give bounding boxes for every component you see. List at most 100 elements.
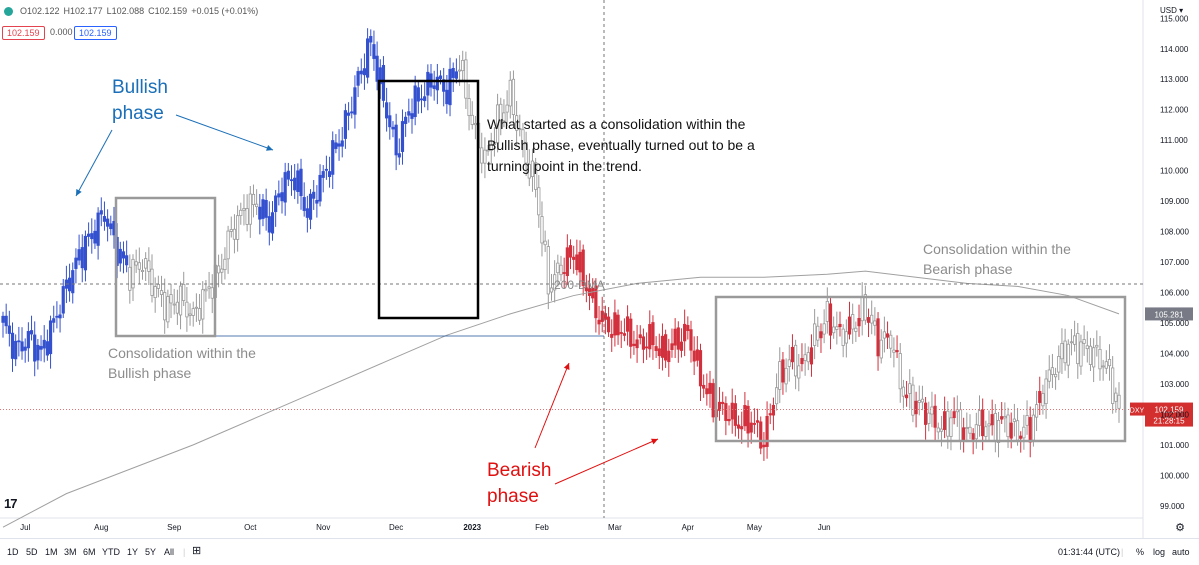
candle-body xyxy=(413,85,417,118)
candle-body xyxy=(572,256,576,260)
candle-body xyxy=(283,172,287,203)
candle-body xyxy=(765,415,769,447)
candle-body xyxy=(1063,340,1067,364)
candle-body xyxy=(388,115,392,128)
candle-body xyxy=(993,413,997,442)
candle-body xyxy=(553,274,557,291)
candle-body xyxy=(372,44,376,59)
timeframe-all[interactable]: All xyxy=(164,547,175,557)
candle-body xyxy=(930,406,934,415)
candle-body xyxy=(232,228,237,240)
clock-display[interactable]: 01:31:44 (UTC) xyxy=(1058,547,1121,557)
candle-body xyxy=(809,347,814,365)
sell-price[interactable]: 102.159 xyxy=(2,26,45,40)
candle-body xyxy=(537,187,541,216)
timeframe-3m[interactable]: 3M xyxy=(64,547,77,557)
time-tick-label: Oct xyxy=(244,523,257,532)
price-tick-label: 100.000 xyxy=(1160,471,1189,480)
candle-body xyxy=(201,289,205,320)
candle-body xyxy=(1019,435,1023,439)
timeframe-1m[interactable]: 1M xyxy=(45,547,58,557)
status-dot-icon xyxy=(4,6,13,16)
log-toggle[interactable]: log xyxy=(1153,547,1166,557)
percent-toggle[interactable]: % xyxy=(1136,547,1145,557)
gear-icon[interactable]: ⚙ xyxy=(1175,522,1185,534)
candle-body xyxy=(546,246,550,295)
candle-body xyxy=(698,350,703,387)
candle-body xyxy=(140,270,145,272)
candle-body xyxy=(844,331,848,344)
candle-body xyxy=(667,350,671,363)
currency-selector[interactable]: USD ▾ xyxy=(1160,6,1183,15)
candle-body xyxy=(464,59,468,99)
candle-body xyxy=(242,208,246,211)
candle-body xyxy=(543,240,547,246)
candle-body xyxy=(150,268,154,296)
candle-body xyxy=(467,98,471,117)
candle-body xyxy=(125,255,129,266)
candle-body xyxy=(733,403,737,426)
bull-consolidation-label: Bullish phase xyxy=(108,365,191,381)
candle-body xyxy=(17,340,21,343)
candle-body xyxy=(426,71,430,96)
candle-body xyxy=(895,350,899,353)
date-range-icon[interactable]: ⊞ xyxy=(192,545,202,557)
candle-body xyxy=(394,124,398,156)
candle-body xyxy=(781,359,785,383)
candle-body xyxy=(432,85,436,89)
auto-toggle[interactable]: auto xyxy=(1172,547,1190,557)
candle-body xyxy=(911,384,915,416)
candle-body xyxy=(692,350,696,362)
candle-body xyxy=(559,264,563,276)
timeframe-6m[interactable]: 6M xyxy=(83,547,96,557)
candles xyxy=(1,28,1121,461)
timeframe-1y[interactable]: 1Y xyxy=(127,547,139,557)
timeframe-5d[interactable]: 5D xyxy=(26,547,38,557)
price-tick-label: 108.000 xyxy=(1160,228,1189,237)
candle-body xyxy=(974,424,978,440)
candle-body xyxy=(147,260,151,272)
candle-body xyxy=(717,401,722,411)
candle-body xyxy=(45,341,49,356)
candle-body xyxy=(277,193,281,198)
candle-body xyxy=(584,287,588,292)
candle-body xyxy=(866,317,871,323)
candle-body xyxy=(711,383,715,418)
time-axis: Jul Aug Sep Oct Nov Dec 2023 Feb Mar Apr May Jun xyxy=(20,523,831,532)
candle-body xyxy=(305,208,309,218)
turning-point-note: Bullish phase, eventually turned out to … xyxy=(487,137,755,153)
price-tick-label: 113.000 xyxy=(1160,75,1189,84)
candle-body xyxy=(20,341,24,352)
candle-body xyxy=(197,308,202,321)
candle-body xyxy=(508,79,512,107)
candle-body xyxy=(87,233,91,237)
timeframe-ytd[interactable]: YTD xyxy=(102,547,120,557)
candle-body xyxy=(838,323,842,328)
buy-price[interactable]: 102.159 xyxy=(74,26,117,40)
candle-body xyxy=(74,257,78,269)
timeframe-1d[interactable]: 1D xyxy=(7,547,19,557)
candle-body xyxy=(936,427,940,433)
candle-body xyxy=(1088,345,1093,365)
candle-body xyxy=(239,209,243,217)
candle-body xyxy=(1101,365,1105,368)
candle-body xyxy=(530,160,535,177)
candle-body xyxy=(356,71,360,86)
candle-body xyxy=(353,87,357,115)
currency-label: USD xyxy=(1160,6,1177,15)
candle-body xyxy=(755,420,760,423)
candle-body xyxy=(318,174,322,202)
candle-body xyxy=(33,334,37,362)
candle-body xyxy=(1085,345,1089,350)
candle-body xyxy=(641,336,646,350)
candle-body xyxy=(860,296,864,322)
candle-body xyxy=(438,75,443,79)
candle-body xyxy=(321,171,325,178)
price-tick-label: 114.000 xyxy=(1160,45,1189,54)
candle-body xyxy=(369,36,373,43)
candle-body xyxy=(603,313,607,320)
last-price-tag: 102.159 xyxy=(1155,406,1184,415)
timeframe-5y[interactable]: 5Y xyxy=(145,547,157,557)
candle-body xyxy=(534,162,538,190)
